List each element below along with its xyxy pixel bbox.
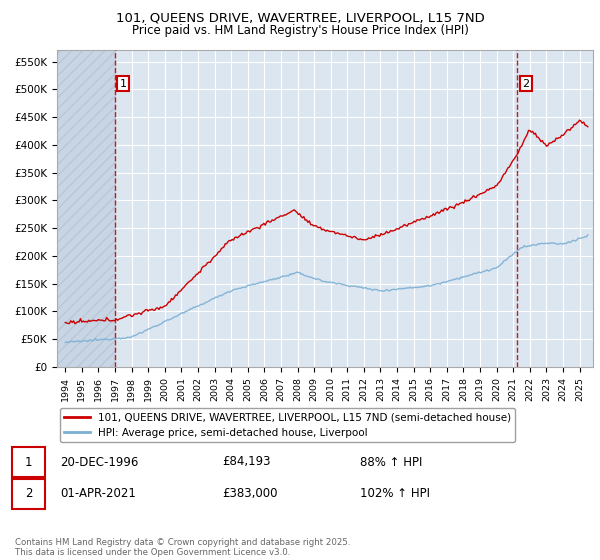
Bar <box>57 50 115 367</box>
Text: 101, QUEENS DRIVE, WAVERTREE, LIVERPOOL, L15 7ND: 101, QUEENS DRIVE, WAVERTREE, LIVERPOOL,… <box>116 11 484 24</box>
Text: 102% ↑ HPI: 102% ↑ HPI <box>360 487 430 501</box>
Text: Contains HM Land Registry data © Crown copyright and database right 2025.
This d: Contains HM Land Registry data © Crown c… <box>15 538 350 557</box>
Text: 2: 2 <box>25 487 32 501</box>
Text: 2: 2 <box>523 79 529 88</box>
Text: 01-APR-2021: 01-APR-2021 <box>60 487 136 501</box>
Legend: 101, QUEENS DRIVE, WAVERTREE, LIVERPOOL, L15 7ND (semi-detached house), HPI: Ave: 101, QUEENS DRIVE, WAVERTREE, LIVERPOOL,… <box>59 408 515 442</box>
Text: 1: 1 <box>119 79 127 88</box>
Text: Price paid vs. HM Land Registry's House Price Index (HPI): Price paid vs. HM Land Registry's House … <box>131 24 469 36</box>
Text: 1: 1 <box>25 455 32 469</box>
Text: 88% ↑ HPI: 88% ↑ HPI <box>360 455 422 469</box>
Text: £383,000: £383,000 <box>222 487 277 501</box>
Text: £84,193: £84,193 <box>222 455 271 469</box>
Text: 20-DEC-1996: 20-DEC-1996 <box>60 455 139 469</box>
